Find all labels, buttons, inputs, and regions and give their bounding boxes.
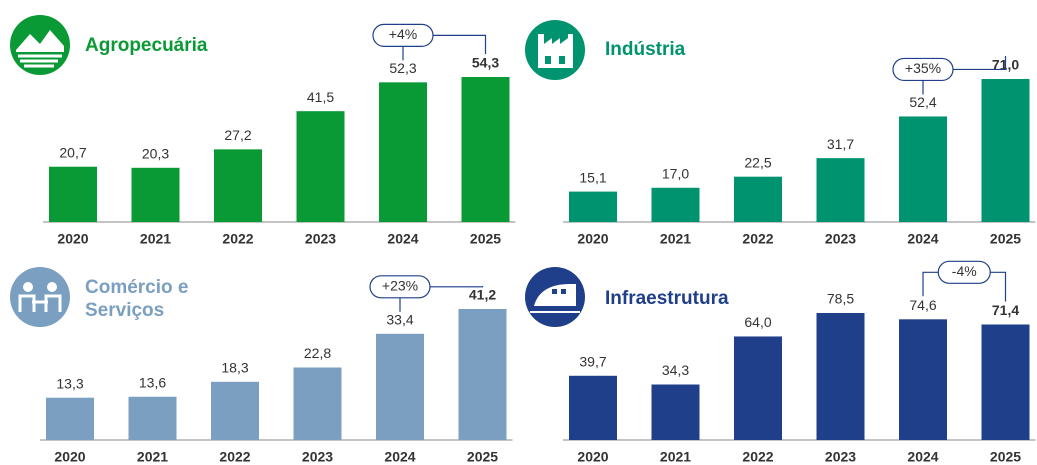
value-label: 27,2 — [224, 127, 251, 143]
x-tick-label: 2021 — [137, 449, 168, 465]
icon-comercio — [10, 267, 70, 327]
bar — [569, 375, 617, 440]
bar — [734, 176, 782, 222]
x-tick-label: 2025 — [467, 449, 498, 465]
bar — [816, 158, 865, 222]
value-label: 41,2 — [469, 287, 496, 303]
bar — [128, 396, 177, 440]
x-tick-label: 2020 — [577, 231, 608, 247]
annotation-bracket — [953, 56, 1007, 71]
bar — [981, 324, 1030, 440]
x-tick-label: 2025 — [990, 231, 1021, 247]
x-tick-label: 2024 — [907, 449, 938, 465]
bar — [46, 397, 94, 440]
bar — [293, 367, 342, 440]
bar — [214, 149, 262, 222]
bar — [211, 381, 259, 440]
bar — [131, 167, 180, 222]
x-tick-label: 2022 — [742, 449, 773, 465]
value-label: 13,3 — [56, 375, 83, 391]
value-label: 52,4 — [909, 94, 936, 110]
annotation-bracket — [922, 271, 939, 297]
bar — [651, 187, 700, 222]
x-tick-label: 2023 — [825, 231, 856, 247]
annotation-bracket — [430, 286, 484, 288]
x-tick-label: 2025 — [990, 449, 1021, 465]
value-label: 41,5 — [307, 89, 334, 105]
value-label: 22,5 — [744, 154, 771, 170]
bar — [899, 319, 947, 440]
bar — [816, 313, 865, 440]
x-tick-label: 2023 — [302, 449, 333, 465]
value-label: 54,3 — [472, 55, 499, 71]
x-tick-label: 2022 — [222, 231, 253, 247]
annotation: +35% — [905, 60, 941, 76]
value-label: 34,3 — [662, 362, 689, 378]
bar — [458, 309, 507, 440]
value-label: 74,6 — [909, 297, 936, 313]
x-tick-label: 2020 — [54, 449, 85, 465]
value-label: 52,3 — [389, 60, 416, 76]
icon-industria — [525, 20, 585, 80]
x-tick-label: 2021 — [660, 449, 691, 465]
x-tick-label: 2023 — [825, 449, 856, 465]
bar — [981, 79, 1030, 222]
bar — [379, 82, 427, 222]
bar — [461, 77, 510, 222]
annotation-bracket — [990, 271, 1007, 302]
x-tick-label: 2023 — [305, 231, 336, 247]
x-tick-label: 2020 — [577, 449, 608, 465]
chart-title: Infraestrutura — [605, 288, 729, 309]
annotation: +23% — [382, 278, 418, 294]
bar — [296, 111, 345, 222]
x-tick-label: 2024 — [384, 449, 415, 465]
value-label: 39,7 — [579, 353, 606, 369]
bar — [734, 336, 782, 440]
value-label: 13,6 — [139, 374, 166, 390]
x-tick-label: 2025 — [470, 231, 501, 247]
bar — [899, 116, 947, 222]
chart-title: Comércio e Serviços — [85, 277, 189, 321]
value-label: 78,5 — [827, 291, 854, 307]
bar — [569, 191, 617, 222]
value-label: 17,0 — [662, 165, 689, 181]
value-label: 18,3 — [221, 360, 248, 376]
icon-infra — [525, 267, 585, 327]
icon-agro — [10, 15, 70, 75]
x-tick-label: 2021 — [660, 231, 691, 247]
annotation: +4% — [389, 26, 417, 42]
value-label: 15,1 — [579, 169, 606, 185]
value-label: 22,8 — [304, 345, 331, 361]
x-tick-label: 2024 — [907, 231, 938, 247]
annotation-bracket — [433, 34, 487, 54]
x-tick-label: 2021 — [140, 231, 171, 247]
x-tick-label: 2024 — [387, 231, 418, 247]
bar — [376, 333, 424, 440]
value-label: 20,3 — [142, 145, 169, 161]
bar — [651, 384, 700, 440]
bar — [49, 166, 97, 222]
x-tick-label: 2022 — [219, 449, 250, 465]
value-label: 71,4 — [992, 302, 1019, 318]
x-tick-label: 2020 — [57, 231, 88, 247]
annotation: -4% — [952, 263, 977, 279]
chart-title: Agropecuária — [85, 35, 208, 56]
value-label: 20,7 — [59, 144, 86, 160]
chart-title: Indústria — [605, 39, 686, 60]
value-label: 31,7 — [827, 136, 854, 152]
value-label: 33,4 — [386, 312, 413, 328]
x-tick-label: 2022 — [742, 231, 773, 247]
value-label: 64,0 — [744, 314, 771, 330]
